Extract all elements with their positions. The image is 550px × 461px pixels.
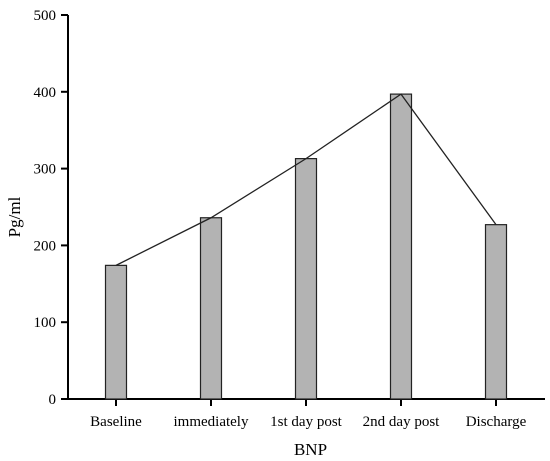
- x-tick-label: 2nd day post: [363, 414, 440, 430]
- y-axis: 0 100 200 300 400 500: [34, 8, 69, 408]
- y-tick-label: 300: [34, 162, 57, 178]
- x-tick-label: immediately: [174, 414, 249, 430]
- x-tick-label: 1st day post: [270, 414, 343, 430]
- x-tick-label: Discharge: [466, 414, 527, 430]
- trend-line-group: [115, 93, 497, 266]
- bar-2nd-day-post: [389, 93, 413, 400]
- y-tick-label: 400: [34, 85, 57, 101]
- bar-1st-day-post: [294, 158, 318, 400]
- trend-line: [115, 93, 497, 266]
- y-tick-label: 500: [34, 8, 57, 24]
- bar-baseline: [104, 264, 128, 400]
- bar-discharge: [484, 224, 508, 400]
- y-tick-label: 100: [34, 315, 57, 331]
- x-axis: Baseline immediately 1st day post 2nd day p…: [68, 398, 545, 430]
- bar-immediately: [199, 217, 223, 400]
- y-axis-title: Pg/ml: [5, 196, 24, 237]
- y-tick-label: 0: [49, 392, 57, 408]
- y-tick-label: 200: [34, 238, 57, 254]
- bars: [104, 93, 508, 400]
- x-axis-title: BNP: [294, 440, 327, 459]
- x-tick-label: Baseline: [90, 414, 142, 430]
